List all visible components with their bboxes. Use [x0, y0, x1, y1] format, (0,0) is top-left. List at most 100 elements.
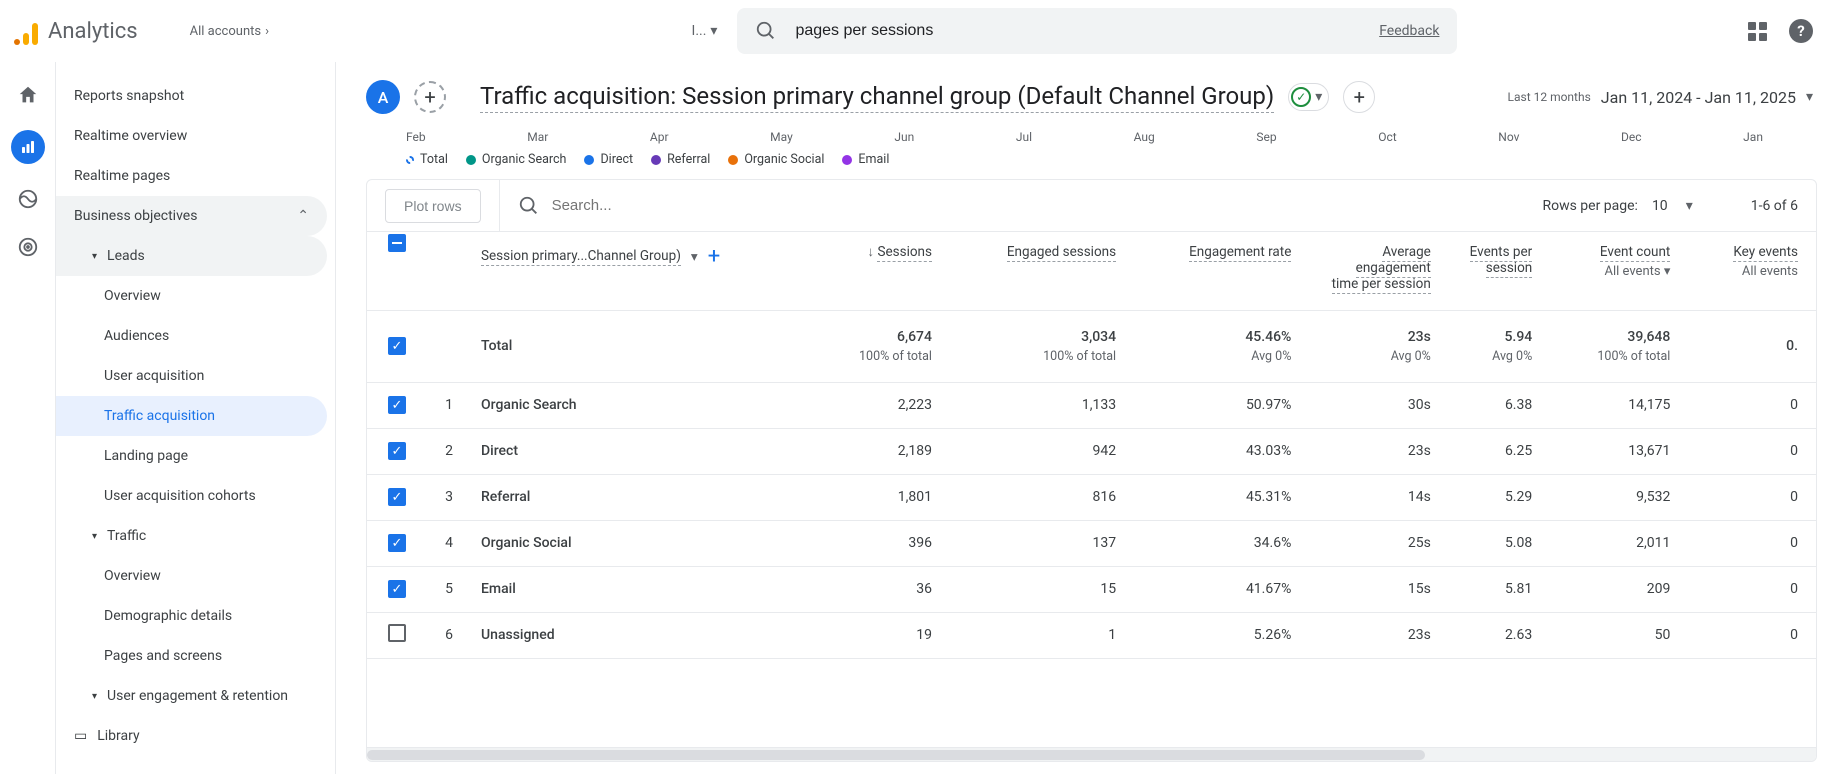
cell: 43.03% [1134, 428, 1309, 474]
sidebar-item-label: Overview [104, 288, 161, 304]
sidebar-item-leads[interactable]: ▾Leads [56, 236, 327, 276]
legend-label: Direct [600, 152, 633, 167]
sidebar-item-label: Traffic [107, 528, 146, 544]
row-checkbox[interactable] [388, 624, 406, 642]
legend-item[interactable]: Organic Search [466, 152, 567, 167]
sidebar-item-label: Realtime pages [74, 168, 170, 184]
col-events-per-session[interactable]: Events per session [1470, 244, 1533, 278]
sidebar-item-demographic-details[interactable]: Demographic details [56, 596, 327, 636]
sidebar-item-label: User acquisition cohorts [104, 488, 256, 504]
reports-icon[interactable] [11, 130, 45, 164]
row-dimension[interactable]: Unassigned [463, 612, 812, 658]
row-checkbox[interactable]: ✓ [388, 337, 406, 355]
col-event-count-sub[interactable]: All events [1605, 264, 1661, 279]
search-input[interactable] [793, 21, 1363, 41]
sidebar-item-overview[interactable]: Overview [56, 556, 327, 596]
caret-down-icon[interactable]: ▾ [691, 249, 698, 265]
legend-item[interactable]: Direct [584, 152, 633, 167]
apps-icon[interactable] [1748, 22, 1767, 41]
legend-item[interactable]: Referral [651, 152, 710, 167]
sidebar-item-reports-snapshot[interactable]: Reports snapshot [56, 76, 327, 116]
cell: 6.25 [1449, 428, 1550, 474]
row-checkbox[interactable]: ✓ [388, 534, 406, 552]
sidebar-item-user-engagement-retention[interactable]: ▾User engagement & retention [56, 676, 327, 716]
col-sessions[interactable]: Sessions [877, 244, 932, 262]
row-checkbox[interactable]: ✓ [388, 396, 406, 414]
rows-per-page-label: Rows per page: [1542, 198, 1637, 214]
sidebar-item-label: User engagement & retention [107, 688, 288, 704]
row-checkbox[interactable]: ✓ [388, 488, 406, 506]
select-all-checkbox[interactable] [388, 234, 406, 252]
sidebar-item-overview[interactable]: Overview [56, 276, 327, 316]
table-row: ✓1Organic Search2,2231,13350.97%30s6.381… [367, 382, 1816, 428]
legend-item[interactable]: Organic Social [728, 152, 824, 167]
sidebar-item-library[interactable]: ▭Library [56, 716, 327, 756]
sidebar-item-traffic-acquisition[interactable]: Traffic acquisition [56, 396, 327, 436]
legend-item[interactable]: Email [842, 152, 889, 167]
advertising-icon[interactable] [15, 234, 41, 260]
sidebar-item-traffic[interactable]: ▾Traffic [56, 516, 327, 556]
col-key-events-sub[interactable]: All events [1706, 264, 1798, 279]
row-checkbox[interactable]: ✓ [388, 580, 406, 598]
cell: 0 [1688, 520, 1816, 566]
cell: 2.63 [1449, 612, 1550, 658]
col-engaged-sessions[interactable]: Engaged sessions [1007, 244, 1116, 262]
sidebar-item-landing-page[interactable]: Landing page [56, 436, 327, 476]
add-segment-button[interactable]: + [414, 81, 446, 113]
cell: 0 [1688, 382, 1816, 428]
cell: 5.26% [1134, 612, 1309, 658]
cell: 15s [1309, 566, 1448, 612]
cell: 6,674100% of total [812, 310, 950, 382]
page-title: Traffic acquisition: Session primary cha… [480, 82, 1274, 113]
explore-icon[interactable] [15, 186, 41, 212]
sidebar-item-user-acquisition[interactable]: User acquisition [56, 356, 327, 396]
row-dimension[interactable]: Organic Social [463, 520, 812, 566]
plot-rows-button[interactable]: Plot rows [385, 189, 481, 223]
table-search-input[interactable] [550, 196, 1525, 215]
row-checkbox[interactable]: ✓ [388, 442, 406, 460]
date-range-picker[interactable]: Last 12 months Jan 11, 2024 - Jan 11, 20… [1508, 88, 1813, 107]
horizontal-scrollbar[interactable] [367, 747, 1816, 761]
cell: 23s [1309, 428, 1448, 474]
segment-badge[interactable]: A [366, 80, 400, 114]
row-dimension[interactable]: Direct [463, 428, 812, 474]
sidebar-item-realtime-pages[interactable]: Realtime pages [56, 156, 327, 196]
global-search[interactable]: Feedback [737, 8, 1457, 54]
row-dimension[interactable]: Referral [463, 474, 812, 520]
cell: 50 [1550, 612, 1688, 658]
cell: 5.81 [1449, 566, 1550, 612]
feedback-link[interactable]: Feedback [1379, 23, 1439, 39]
help-icon[interactable]: ? [1789, 19, 1813, 43]
sidebar-item-label: Realtime overview [74, 128, 187, 144]
account-switcher[interactable]: All accounts › [190, 24, 269, 39]
sidebar-item-audiences[interactable]: Audiences [56, 316, 327, 356]
row-dimension[interactable]: Organic Search [463, 382, 812, 428]
row-index: 6 [427, 612, 463, 658]
rows-per-page-select[interactable]: 10 ▾ [1652, 198, 1693, 214]
sidebar-item-pages-and-screens[interactable]: Pages and screens [56, 636, 327, 676]
sidebar-item-user-acquisition-cohorts[interactable]: User acquisition cohorts [56, 476, 327, 516]
sort-arrow-icon[interactable]: ↓ [867, 244, 877, 260]
add-dimension-button[interactable]: + [708, 244, 720, 269]
cell: 3,034100% of total [950, 310, 1134, 382]
dimension-header[interactable]: Session primary...Channel Group) [481, 248, 681, 266]
legend-item[interactable]: Total [406, 152, 448, 167]
col-avg-engagement-time[interactable]: Average engagement time per session [1332, 244, 1431, 294]
caret-down-icon: ▾ [92, 251, 97, 262]
month-label: Jul [1016, 130, 1032, 144]
home-icon[interactable] [15, 82, 41, 108]
col-engagement-rate[interactable]: Engagement rate [1189, 244, 1291, 262]
add-comparison-button[interactable]: + [1343, 81, 1375, 113]
sidebar-item-business-objectives[interactable]: Business objectives⌃ [56, 196, 327, 236]
row-dimension[interactable]: Email [463, 566, 812, 612]
col-key-events[interactable]: Key events [1733, 244, 1798, 262]
filter-status-pill[interactable]: ✓ ▾ [1288, 83, 1329, 111]
table-row: ✓5Email361541.67%15s5.812090 [367, 566, 1816, 612]
table-row: ✓3Referral1,80181645.31%14s5.299,5320 [367, 474, 1816, 520]
cell: 19 [812, 612, 950, 658]
sidebar-item-realtime-overview[interactable]: Realtime overview [56, 116, 327, 156]
property-dropdown[interactable]: I... ▾ [692, 23, 718, 39]
col-event-count[interactable]: Event count [1600, 244, 1670, 262]
table-total-row: ✓Total6,674100% of total3,034100% of tot… [367, 310, 1816, 382]
sidebar-item-label: Pages and screens [104, 648, 222, 664]
